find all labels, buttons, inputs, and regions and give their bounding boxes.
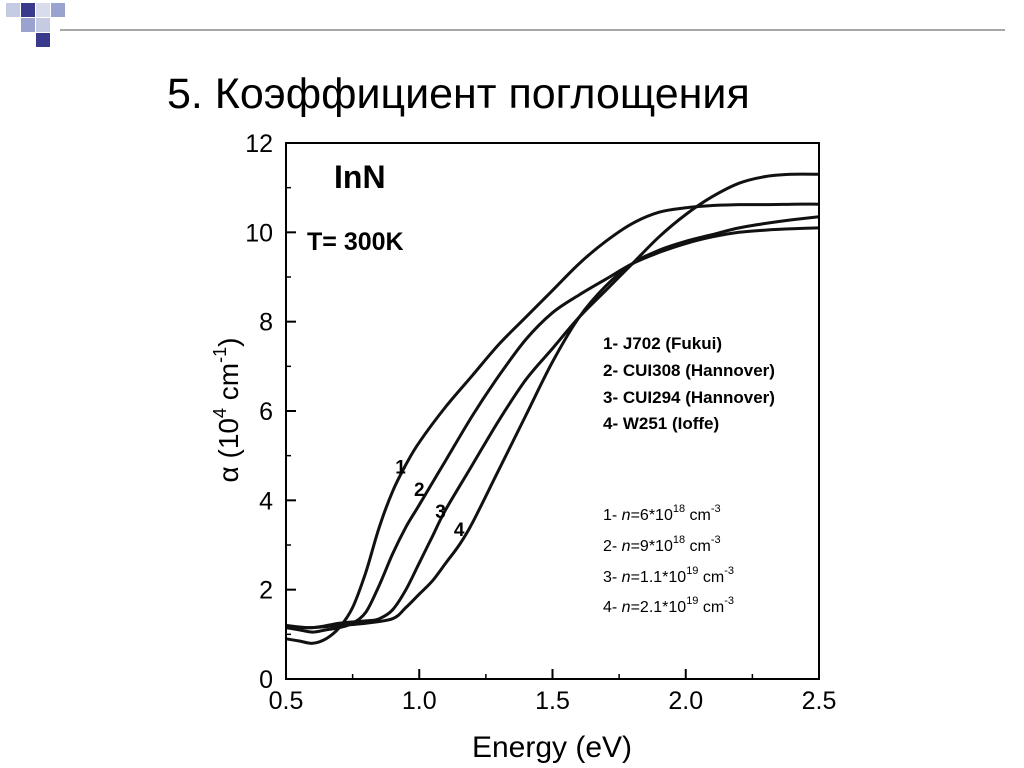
x-tick-label: 1.5	[535, 687, 570, 715]
density-entry: 3- n=1.1*1019 cm-3	[603, 565, 734, 586]
legend-entry: 1- J702 (Fukui)	[603, 334, 722, 353]
y-axis-label: α (104 cm-1)	[210, 338, 244, 483]
series-label-3: 3	[435, 502, 446, 523]
deco-square	[36, 33, 50, 47]
chart-legend: 1- J702 (Fukui) 2- CUI308 (Hannover) 3- …	[603, 334, 775, 433]
y-tick-label: 2	[259, 577, 273, 605]
deco-square	[21, 3, 35, 17]
legend-entry: 3- CUI294 (Hannover)	[603, 388, 775, 407]
slide-corner-decoration	[6, 3, 65, 47]
legend-entry: 2- CUI308 (Hannover)	[603, 361, 775, 380]
legend-entry: 4- W251 (Ioffe)	[603, 414, 719, 433]
temperature-label: T= 300K	[307, 228, 404, 256]
plot-frame	[285, 142, 820, 680]
density-list: 1- n=6*1018 cm-3 2- n=9*1018 cm-3 3- n=1…	[603, 503, 734, 616]
y-tick-label: 4	[259, 487, 273, 515]
slide-top-rule	[60, 29, 1005, 31]
deco-square	[36, 18, 50, 32]
slide-title: 5. Коэффициент поглощения	[167, 70, 750, 118]
y-tick-label: 10	[245, 219, 273, 247]
chart-series	[285, 172, 820, 645]
density-entry: 4- n=2.1*1019 cm-3	[603, 595, 734, 616]
y-tick-label: 8	[259, 309, 273, 337]
x-tick-label: 0.5	[269, 687, 304, 715]
series-line-1	[285, 202, 820, 645]
deco-square	[51, 3, 65, 17]
series-label-4: 4	[454, 520, 465, 541]
x-tick-label: 2.5	[802, 687, 837, 715]
y-tick-label: 6	[259, 398, 273, 426]
series-line-2	[285, 226, 820, 634]
y-tick-label: 0	[259, 666, 273, 694]
density-entry: 1- n=6*1018 cm-3	[603, 503, 721, 524]
material-label: InN	[334, 159, 386, 195]
deco-square	[36, 3, 50, 17]
series-line-3	[285, 172, 820, 630]
chart-ticks	[285, 142, 820, 680]
series-label-2: 2	[414, 480, 425, 501]
density-entry: 2- n=9*1018 cm-3	[603, 534, 721, 555]
y-tick-label: 12	[245, 130, 273, 158]
series-line-4	[285, 215, 820, 630]
deco-square	[21, 18, 35, 32]
x-axis-label: Energy (eV)	[472, 731, 632, 764]
x-tick-label: 2.0	[668, 687, 703, 715]
deco-square	[6, 3, 20, 17]
series-label-1: 1	[395, 458, 406, 479]
x-tick-label: 1.0	[402, 687, 437, 715]
